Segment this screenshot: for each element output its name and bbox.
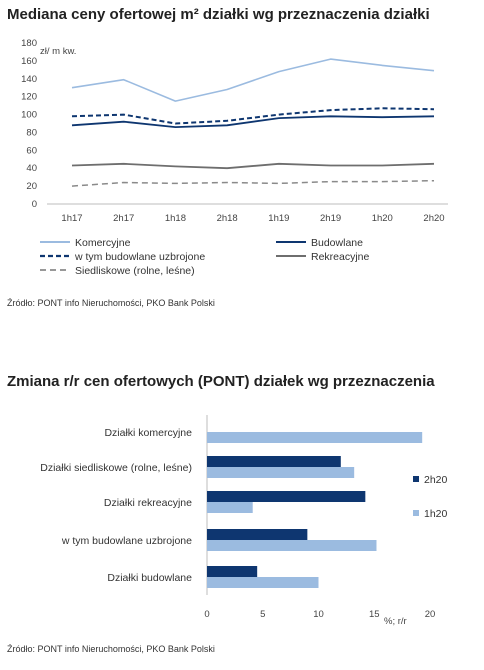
legend-label: 2h20 [424,474,448,486]
legend-label: Siedliskowe (rolne, leśne) [75,265,195,277]
bar [207,456,341,467]
series-line-1 [71,115,435,128]
x-tick-label: 20 [425,609,436,620]
y-tick-label: 180 [21,38,37,49]
x-tick-label: 2h17 [113,213,134,224]
x-tick-label: 1h20 [372,213,393,224]
x-tick-label: 1h18 [165,213,186,224]
series-line-2 [71,107,435,125]
legend-label: w tym budowlane uzbrojone [74,251,205,263]
x-tick-label: 10 [313,609,324,620]
category-label: Działki komercyjne [104,427,192,439]
bar [207,540,377,551]
bar [207,502,253,513]
category-label: Działki budowlane [107,572,192,584]
bar [207,577,319,588]
chart1-source: Źródło: PONT info Nieruchomości, PKO Ban… [7,298,215,308]
x-tick-label: 1h19 [268,213,289,224]
legend-label: Rekreacyjne [311,251,370,263]
bar [207,467,355,478]
series-line-0 [71,58,435,102]
y-tick-label: 80 [26,127,37,138]
legend-label: Komercyjne [75,237,131,249]
series-line-3 [71,162,435,170]
legend-swatch [413,476,419,482]
y-tick-label: 160 [21,56,37,67]
bar [207,529,308,540]
y-tick-label: 0 [32,199,37,210]
x-tick-label: 2h19 [320,213,341,224]
y-tick-label: 60 [26,145,37,156]
x-axis-label: %; r/r [384,616,407,627]
bar [207,432,423,443]
legend-label: Budowlane [311,237,363,249]
chart2-source: Źródło: PONT info Nieruchomości, PKO Ban… [7,644,215,654]
y-tick-label: 120 [21,92,37,103]
chart2-title: Zmiana r/r cen ofertowych (PONT) działek… [7,373,435,390]
y-tick-label: 40 [26,163,37,174]
category-label: Działki rekreacyjne [104,497,192,509]
category-label: w tym budowlane uzbrojone [61,535,192,547]
y-tick-label: 100 [21,110,37,121]
bar [207,566,258,577]
x-tick-label: 5 [260,609,265,620]
x-tick-label: 2h20 [423,213,444,224]
x-tick-label: 2h18 [217,213,238,224]
y-tick-label: 20 [26,181,37,192]
legend-label: 1h20 [424,508,448,520]
series-line-4 [71,179,435,187]
chart1-title: Mediana ceny ofertowej m² działki wg prz… [7,6,430,23]
x-tick-label: 1h17 [61,213,82,224]
x-tick-label: 0 [204,609,209,620]
bar [207,491,366,502]
category-label: Działki siedliskowe (rolne, leśne) [40,462,192,474]
legend-swatch [413,510,419,516]
y-tick-label: 140 [21,74,37,85]
y-axis-label: zł/ m kw. [40,46,76,57]
x-tick-label: 15 [369,609,380,620]
